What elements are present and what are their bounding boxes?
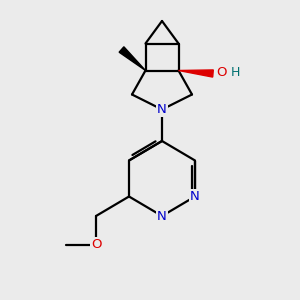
Text: O: O [217,65,227,79]
Polygon shape [178,70,213,77]
Text: N: N [157,103,167,116]
Text: N: N [190,190,200,203]
Text: O: O [91,238,101,251]
Text: N: N [157,209,167,223]
Polygon shape [119,47,146,70]
Text: H: H [231,65,240,79]
